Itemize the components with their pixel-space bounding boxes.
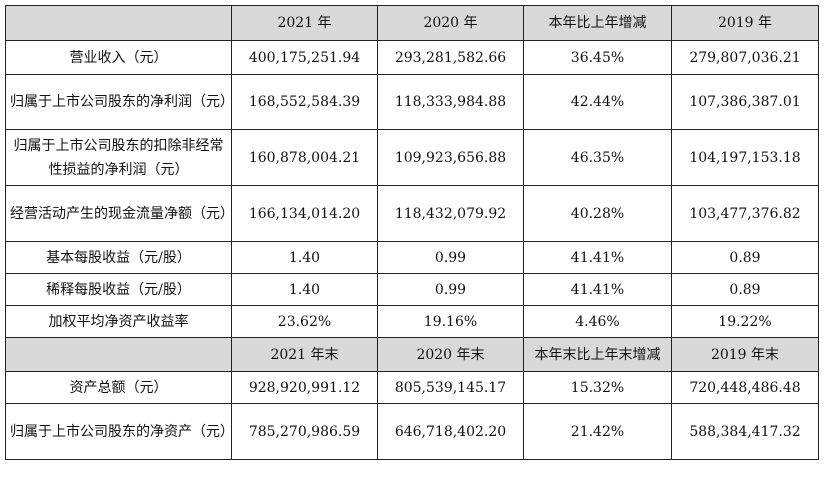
header-cell: 2021 年末	[231, 337, 378, 372]
row-label: 稀释每股收益（元/股）	[5, 273, 232, 306]
row-label: 归属于上市公司股东的净资产（元）	[5, 403, 232, 460]
table-row: 基本每股收益（元/股） 1.40 0.99 41.41% 0.89	[5, 241, 819, 274]
value-cell: 109,923,656.88	[377, 129, 524, 186]
value-cell: 36.45%	[523, 40, 672, 75]
value-cell: 928,920,991.12	[231, 371, 378, 404]
value-cell: 168,552,584.39	[231, 74, 378, 130]
value-cell: 0.89	[671, 273, 819, 306]
value-cell: 400,175,251.94	[231, 40, 378, 75]
value-cell: 42.44%	[523, 74, 672, 130]
row-label: 加权平均净资产收益率	[5, 305, 232, 338]
value-cell: 118,432,079.92	[377, 185, 524, 242]
value-cell: 785,270,986.59	[231, 403, 378, 460]
value-cell: 0.99	[377, 273, 524, 306]
row-label: 经营活动产生的现金流量净额（元）	[5, 185, 232, 242]
value-cell: 588,384,417.32	[671, 403, 819, 460]
table-row: 营业收入（元） 400,175,251.94 293,281,582.66 36…	[5, 40, 819, 75]
value-cell: 1.40	[231, 273, 378, 306]
row-label: 营业收入（元）	[5, 40, 232, 75]
value-cell: 166,134,014.20	[231, 185, 378, 242]
table-row: 归属于上市公司股东的净利润（元） 168,552,584.39 118,333,…	[5, 74, 819, 130]
value-cell: 118,333,984.88	[377, 74, 524, 130]
row-label: 资产总额（元）	[5, 371, 232, 404]
value-cell: 104,197,153.18	[671, 129, 819, 186]
table-row: 稀释每股收益（元/股） 1.40 0.99 41.41% 0.89	[5, 273, 819, 306]
value-cell: 21.42%	[523, 403, 672, 460]
value-cell: 19.22%	[671, 305, 819, 338]
financial-summary: 2021 年 2020 年 本年比上年增减 2019 年 营业收入（元） 400…	[5, 5, 819, 460]
table-row: 归属于上市公司股东的扣除非经常性损益的净利润（元） 160,878,004.21…	[5, 129, 819, 186]
financial-table: 2021 年 2020 年 本年比上年增减 2019 年 营业收入（元） 400…	[5, 5, 819, 460]
header-cell: 2020 年	[377, 5, 524, 41]
header-cell	[5, 337, 232, 372]
value-cell: 0.99	[377, 241, 524, 274]
value-cell: 293,281,582.66	[377, 40, 524, 75]
row-label: 归属于上市公司股东的扣除非经常性损益的净利润（元）	[5, 129, 232, 186]
header-cell: 本年比上年增减	[523, 5, 672, 41]
value-cell: 646,718,402.20	[377, 403, 524, 460]
header-cell: 2020 年末	[377, 337, 524, 372]
row-label: 基本每股收益（元/股）	[5, 241, 232, 274]
table-row: 归属于上市公司股东的净资产（元） 785,270,986.59 646,718,…	[5, 403, 819, 460]
value-cell: 0.89	[671, 241, 819, 274]
value-cell: 805,539,145.17	[377, 371, 524, 404]
table-row: 经营活动产生的现金流量净额（元） 166,134,014.20 118,432,…	[5, 185, 819, 242]
value-cell: 15.32%	[523, 371, 672, 404]
header-cell: 2021 年	[231, 5, 378, 41]
value-cell: 41.41%	[523, 241, 672, 274]
table-row: 加权平均净资产收益率 23.62% 19.16% 4.46% 19.22%	[5, 305, 819, 338]
table-row: 资产总额（元） 928,920,991.12 805,539,145.17 15…	[5, 371, 819, 404]
value-cell: 160,878,004.21	[231, 129, 378, 186]
value-cell: 279,807,036.21	[671, 40, 819, 75]
value-cell: 23.62%	[231, 305, 378, 338]
value-cell: 41.41%	[523, 273, 672, 306]
value-cell: 107,386,387.01	[671, 74, 819, 130]
header-cell: 本年末比上年末增减	[523, 337, 672, 372]
value-cell: 720,448,486.48	[671, 371, 819, 404]
header-row-yearend: 2021 年末 2020 年末 本年末比上年末增减 2019 年末	[5, 337, 819, 372]
value-cell: 40.28%	[523, 185, 672, 242]
value-cell: 1.40	[231, 241, 378, 274]
value-cell: 4.46%	[523, 305, 672, 338]
header-row-annual: 2021 年 2020 年 本年比上年增减 2019 年	[5, 5, 819, 41]
value-cell: 46.35%	[523, 129, 672, 186]
header-cell: 2019 年	[671, 5, 819, 41]
row-label: 归属于上市公司股东的净利润（元）	[5, 74, 232, 130]
header-cell	[5, 5, 232, 41]
header-cell: 2019 年末	[671, 337, 819, 372]
value-cell: 103,477,376.82	[671, 185, 819, 242]
value-cell: 19.16%	[377, 305, 524, 338]
